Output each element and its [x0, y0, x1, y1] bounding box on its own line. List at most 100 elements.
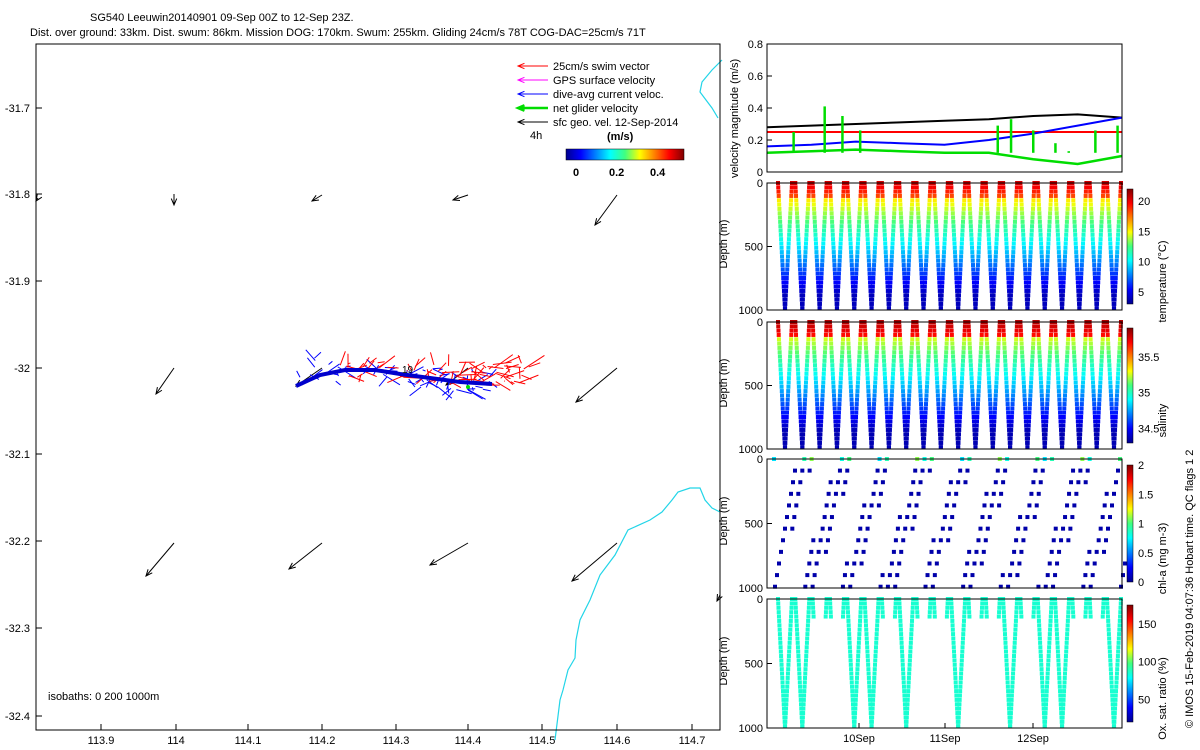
profile-dot [935, 389, 940, 394]
profile-dot [1059, 427, 1064, 432]
profile-dot [777, 206, 782, 211]
profile-dot [988, 397, 993, 402]
profile-dot [961, 341, 966, 346]
profile-dot [1055, 649, 1060, 654]
profile-dot [1045, 389, 1050, 394]
profile-dot [913, 468, 918, 473]
profile-dot [794, 618, 799, 623]
profile-dot [1003, 367, 1008, 372]
profile-dot [1107, 224, 1112, 229]
profile-dot [1065, 618, 1070, 623]
profile-dot [778, 371, 783, 376]
geostrophic-arrow [155, 367, 175, 395]
profile-dot [1115, 389, 1120, 394]
profile-dot [917, 237, 922, 242]
profile-dot [996, 350, 1001, 355]
profile-dot [1055, 367, 1060, 372]
profile-dot [908, 645, 913, 650]
profile-dot [777, 341, 782, 346]
profile-dot [1029, 232, 1034, 237]
profile-dot [926, 363, 931, 368]
profile-dot [858, 332, 863, 337]
profile-dot [1038, 371, 1043, 376]
colorbar-tick-label: 34.5 [1138, 424, 1159, 436]
profile-dot [854, 675, 859, 680]
profile-dot [900, 654, 905, 659]
profile-dot [997, 610, 1002, 615]
profile-dot [858, 341, 863, 346]
profile-dot [1071, 202, 1076, 207]
profile-dot [831, 389, 836, 394]
profile-dot [870, 427, 875, 432]
profile-dot [1043, 584, 1048, 589]
profile-dot [864, 363, 869, 368]
swim-vector [362, 356, 370, 368]
profile-dot [872, 402, 877, 407]
profile-dot [1101, 324, 1106, 329]
swim-vector [427, 370, 437, 376]
profile-dot [869, 306, 874, 311]
profile-dot [1005, 406, 1010, 411]
profile-dot [959, 245, 964, 250]
profile-dot [866, 667, 871, 672]
profile-dot [872, 250, 877, 255]
profile-dot [789, 610, 794, 615]
profile-dot [912, 515, 917, 520]
profile-dot [802, 271, 807, 276]
profile-dot [848, 658, 853, 663]
profile-dot [1096, 538, 1101, 543]
profile-dot [953, 397, 958, 402]
profile-dot [803, 384, 808, 389]
profile-dot [850, 702, 855, 707]
profile-dot [1098, 380, 1103, 385]
profile-dot [957, 419, 962, 424]
profile-dot [1092, 561, 1097, 566]
profile-dot [933, 206, 938, 211]
velocity-line-0 [766, 113, 1123, 129]
profile-dot [858, 614, 863, 619]
profile-dot [822, 367, 827, 372]
profile-dot [785, 402, 790, 407]
profile-dot [849, 671, 854, 676]
profile-dot [889, 402, 894, 407]
profile-dot [1023, 526, 1028, 531]
profile-dot [1004, 380, 1009, 385]
profile-dot [901, 402, 906, 407]
profile-dot [880, 189, 885, 194]
profile-dot [980, 324, 985, 329]
profile-dot [1062, 684, 1067, 689]
profile-dot [915, 341, 920, 346]
profile-dot [1098, 241, 1103, 246]
profile-dot [952, 376, 957, 381]
profile-dot [865, 654, 870, 659]
profile-dot [1118, 198, 1123, 203]
profile-dot [780, 393, 785, 398]
profile-dot [899, 215, 904, 220]
profile-dot [1045, 263, 1050, 268]
profile-dot [807, 601, 812, 606]
profile-dot [971, 275, 976, 280]
profile-dot [816, 423, 821, 428]
profile-dot [858, 610, 863, 615]
profile-dot [823, 337, 828, 342]
profile-dot [904, 440, 909, 445]
profile-dot [811, 202, 816, 207]
profile-dot [785, 258, 790, 263]
profile-dot [1043, 711, 1048, 716]
profile-dot [899, 228, 904, 233]
profile-dot [881, 354, 886, 359]
profile-dot [1076, 288, 1081, 293]
profile-dot [854, 680, 859, 685]
profile-dot [1014, 605, 1019, 610]
profile-dot [864, 211, 869, 216]
profile-dot [1053, 324, 1058, 329]
profile-dot [910, 605, 915, 610]
profile-dot [1019, 202, 1024, 207]
profile-dot [1043, 715, 1048, 720]
profile-dot [1031, 193, 1036, 198]
profile-dot [961, 354, 966, 359]
map-colorbar-tick-2: 0.4 [650, 167, 666, 179]
profile-dot [909, 215, 914, 220]
profile-dot [853, 293, 858, 298]
profile-dot [1019, 198, 1024, 203]
